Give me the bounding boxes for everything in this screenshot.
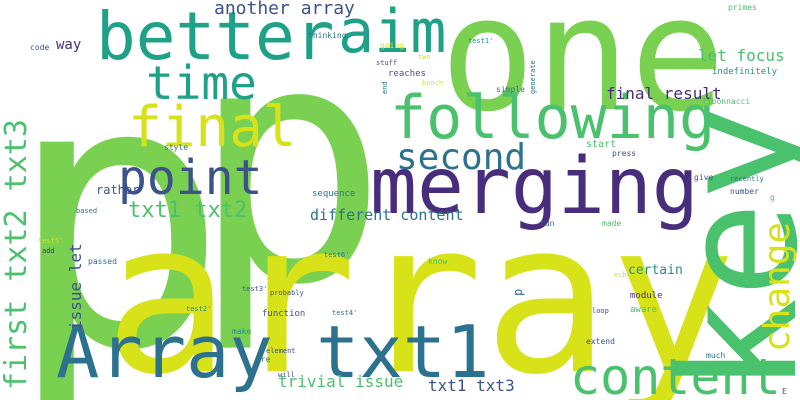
word-bunch: bunch [422,79,444,87]
word-reaches: reaches [388,69,426,79]
word-generate: generate [529,60,537,94]
word-certain: certain [628,263,683,278]
word-press: press [612,149,637,158]
word-way: way [56,37,82,53]
word-another-array: another array [214,0,355,19]
word-test4: test4' [332,309,358,317]
word-stuff: stuff [376,59,398,67]
word-loop: loop [592,307,609,315]
word-test2: test2' [186,305,212,313]
word-rather: rather [96,183,140,197]
word-p-small: p [511,288,525,296]
word-trivial-issue: trivial issue [278,372,404,391]
word-first-txt2-txt3: first txt2 txt3 [0,119,34,390]
word-fibonnacci: fibonnacci [702,97,751,106]
word-echo: echo [614,271,631,279]
word-code: code [30,43,50,52]
word-merging: merging [370,142,699,232]
word-better: better [96,0,335,75]
word-much: much [706,351,726,360]
word-array: array [104,176,737,400]
word-passed: passed [88,257,117,266]
word-test6: test6' [324,251,350,259]
word-based: based [76,207,98,215]
word-function: function [262,309,306,319]
word-made: made [602,219,622,228]
word-thinking: thinking [308,31,347,40]
word-let-focus: let focus [698,46,785,65]
word-txt1-txt2: txt1 txt2 [128,198,248,223]
word-final-result: final result [606,84,722,103]
word-start: start [586,139,617,150]
word-test5: test5' [38,237,64,245]
word-point: point [118,150,263,206]
word-sequence: sequence [312,189,356,199]
word-final: final [128,95,297,160]
word-simple: simple [496,85,525,94]
word-number: number [730,187,759,196]
word-style: style [164,143,189,152]
word-run: run [540,219,555,228]
word-will: will [278,371,295,379]
word-give: give [694,173,714,182]
word-test3: test3' [242,285,268,293]
word-array-txt1: Array txt1 [56,310,490,394]
word-probably: probably [270,289,304,297]
word-end: end [381,81,389,94]
word-going: going [380,41,405,50]
word-one: one [440,0,726,147]
word-time: time [146,56,257,110]
word-module: module [630,291,663,301]
word-two: two [418,53,431,61]
word-extend: extend [586,337,615,346]
word-element: element [266,347,296,355]
word-second: second [396,137,527,178]
word-g: g [770,193,775,202]
word-recently: recently [730,175,764,183]
word-E: E [782,387,787,396]
word-p-1: p [6,2,229,400]
word-issue-let: issue let [66,243,85,330]
word-make: make [232,327,252,336]
word-txt1-txt3: txt1 txt3 [428,376,515,395]
word-aware: aware [630,305,658,315]
word-following: following [390,83,716,153]
word-pre: pre [256,355,271,364]
word-aim: aim [338,0,447,67]
word-change: change [757,221,798,352]
word-test1: test1' [468,37,494,45]
word-different-content: different content [310,206,464,224]
word-add: add [42,247,55,255]
word-know: know [428,257,448,266]
word-p-2: p [190,0,389,357]
word-content: content [570,348,781,400]
word-primes: primes [728,3,757,12]
word-indefinitely: indefinitely [712,67,778,77]
